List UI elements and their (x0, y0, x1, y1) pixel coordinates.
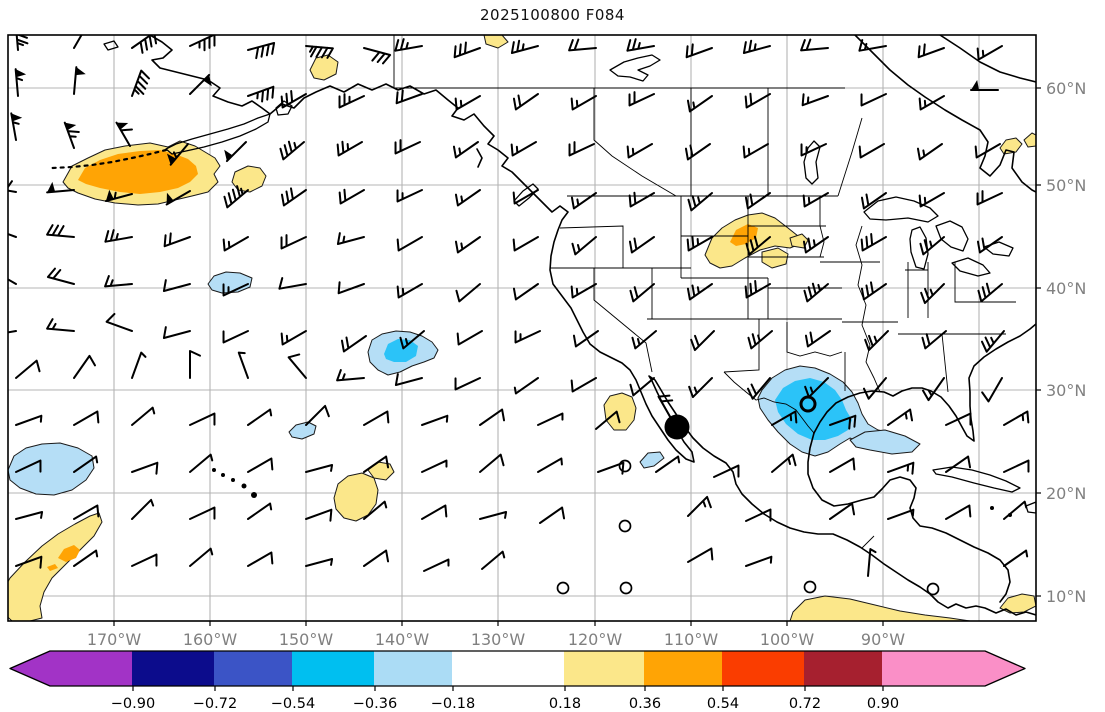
colorbar-tick-label: 0.36 (629, 696, 661, 712)
sw-orange-core (58, 545, 80, 562)
sw-orange-dash (47, 564, 58, 571)
st-lawrence-island (103, 40, 119, 51)
haida-gwaii (476, 148, 483, 168)
idaho-yellow-south (761, 247, 789, 269)
x-tick-label: 130°W (471, 630, 526, 649)
colorbar-tick-label: 0.72 (789, 696, 821, 712)
x-tick-label: 120°W (568, 630, 623, 649)
lake-michigan (909, 226, 929, 270)
small-blue-central (288, 421, 317, 440)
y-tick-label: 30°N (1046, 381, 1086, 400)
sw-blue-blob (8, 442, 95, 496)
y-axis-labels: 60°N 50°N 40°N 30°N 20°N 10°N (1046, 79, 1086, 606)
colorbar-tick-label: −0.54 (271, 696, 315, 712)
central-yellow-blob (333, 472, 379, 522)
lake-superior (863, 196, 939, 223)
colorbar-tick-label: −0.18 (431, 696, 475, 712)
x-tick-label: 110°W (664, 630, 719, 649)
colorbar-ticks (132, 686, 884, 691)
alaska-peninsula (165, 113, 271, 155)
lake-erie (951, 257, 991, 277)
colorbar-tick-label: 0.90 (867, 696, 899, 712)
island-dots (212, 468, 1012, 517)
hudson-yellow-2 (1023, 132, 1036, 148)
storm-position-dot (664, 414, 690, 440)
colorbar-labels: −0.90 −0.72 −0.54 −0.36 −0.18 0.18 0.36 0.54 0.7… (111, 696, 899, 712)
map-area (8, 35, 1036, 621)
x-tick-label: 170°W (87, 630, 142, 649)
hispaniola-edge (1025, 501, 1036, 514)
y-tick-label: 40°N (1046, 279, 1086, 298)
aleutian-islands (50, 148, 168, 170)
x-tick-label: 160°W (183, 630, 238, 649)
figure-title: 2025100800 F084 (480, 6, 625, 24)
wind-barbs (8, 35, 1030, 577)
gulf-south-coast (807, 432, 1011, 603)
colorbar-outline (9, 650, 1026, 687)
hudson-upper-shore (939, 35, 1036, 83)
top-small-yellow (309, 54, 339, 81)
lake-ontario (983, 241, 1014, 257)
x-tick-label: 140°W (375, 630, 430, 649)
lake-huron (935, 220, 969, 252)
x-tick-label: 90°W (861, 630, 905, 649)
colorbar-tick-label: 0.18 (549, 696, 581, 712)
colorbar-tick-label: −0.90 (111, 696, 155, 712)
baja-west-yellow (603, 392, 637, 431)
colorbar-tick-label: −0.72 (193, 696, 237, 712)
colorbar: −0.90 −0.72 −0.54 −0.36 −0.18 0.18 0.36 0.54 0.7… (9, 650, 1026, 712)
aleutian-anomaly-core (78, 150, 198, 194)
cuba (932, 466, 1021, 493)
colorbar-tick-label: 0.54 (707, 696, 739, 712)
midpacific-blue-core (384, 339, 418, 362)
gulf-blue-lobe (849, 429, 921, 455)
bottom-yellow-streak (789, 595, 971, 621)
storm-symbol-circle (799, 395, 817, 413)
axis-ticks (113, 87, 1041, 626)
y-tick-label: 50°N (1046, 176, 1086, 195)
aleutian-anomaly-east (231, 165, 267, 193)
map-frame (7, 34, 1037, 622)
coastlines (50, 35, 1036, 616)
x-tick-label: 100°W (760, 630, 815, 649)
y-tick-label: 60°N (1046, 79, 1086, 98)
top-edge-yellow (483, 35, 509, 49)
storm-marker (664, 395, 817, 440)
great-slave-lake (609, 54, 661, 82)
calm-circles (556, 459, 940, 596)
x-axis-labels: 170°W 160°W 150°W 140°W 130°W 120°W 110°W 100°W… (87, 630, 905, 649)
baja-south-blue (639, 451, 665, 469)
pacific-coast (149, 35, 1036, 616)
x-tick-label: 150°W (279, 630, 334, 649)
y-tick-label: 10°N (1046, 587, 1086, 606)
colorbar-tick-label: −0.36 (353, 696, 397, 712)
hudson-bay-coast (854, 35, 1036, 193)
y-tick-label: 20°N (1046, 484, 1086, 503)
gulf-atlantic-coast (813, 323, 1036, 442)
